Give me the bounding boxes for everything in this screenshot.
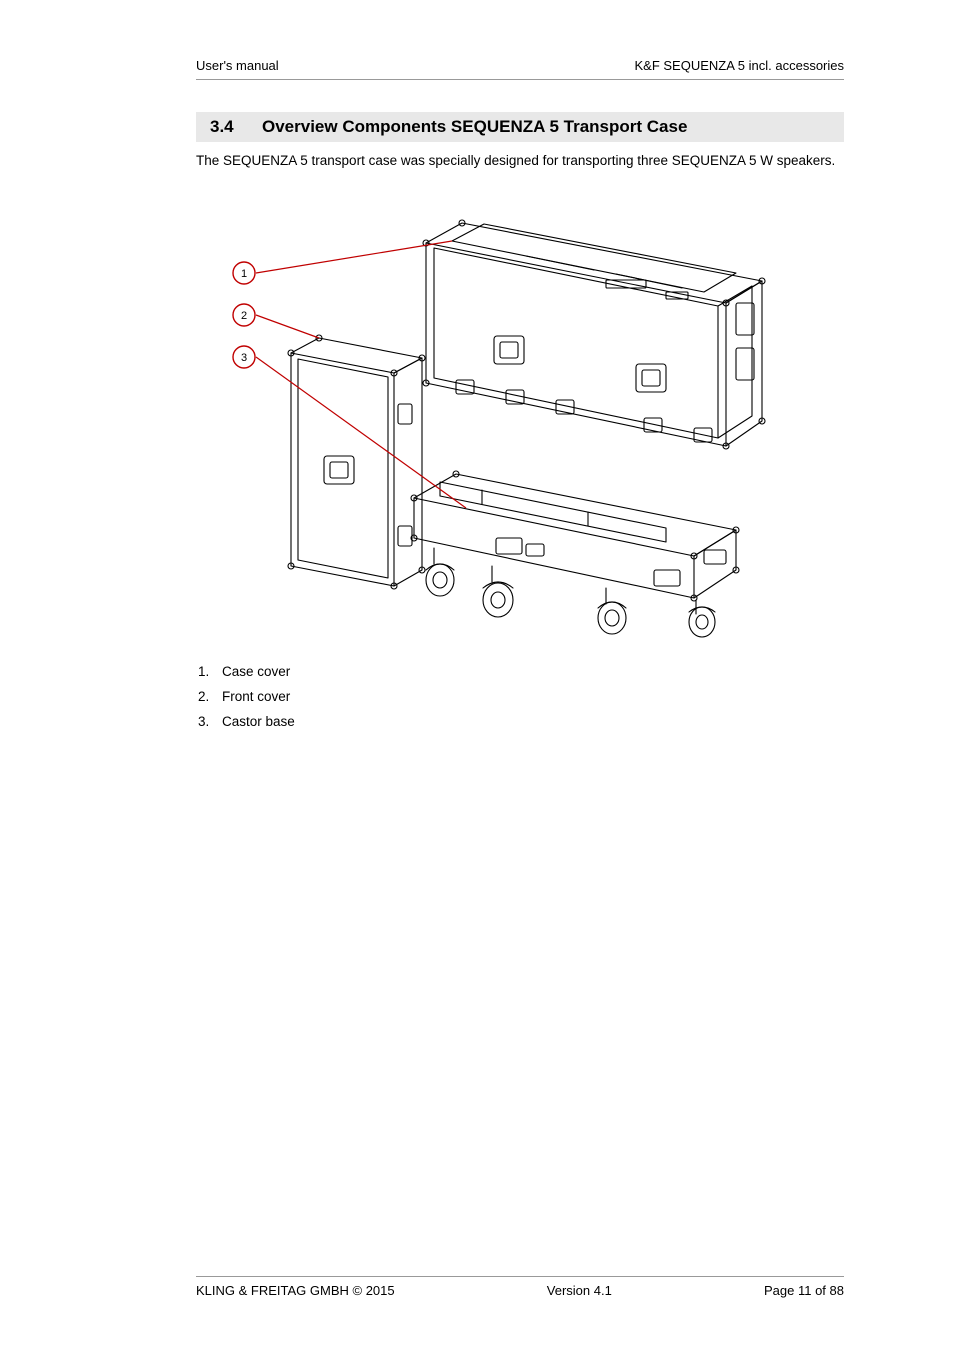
header: User's manual K&F SEQUENZA 5 incl. acces… xyxy=(196,58,844,73)
legend-number: 2. xyxy=(196,689,222,704)
header-right: K&F SEQUENZA 5 incl. accessories xyxy=(634,58,844,73)
legend-number: 3. xyxy=(196,714,222,729)
svg-text:1: 1 xyxy=(241,268,247,280)
section-number: 3.4 xyxy=(204,117,262,137)
transport-case-diagram: 1 2 3 xyxy=(196,208,776,638)
legend-number: 1. xyxy=(196,664,222,679)
section-heading: 3.4 Overview Components SEQUENZA 5 Trans… xyxy=(196,112,844,142)
footer: KLING & FREITAG GMBH © 2015 Version 4.1 … xyxy=(196,1276,844,1298)
svg-text:3: 3 xyxy=(241,352,247,364)
header-left: User's manual xyxy=(196,58,279,73)
page: User's manual K&F SEQUENZA 5 incl. acces… xyxy=(0,0,954,1350)
svg-text:2: 2 xyxy=(241,310,247,322)
legend-text: Castor base xyxy=(222,714,295,729)
list-item: 1. Case cover xyxy=(196,664,844,679)
footer-center: Version 4.1 xyxy=(547,1283,612,1298)
diagram: 1 2 3 xyxy=(196,208,776,638)
intro-text: The SEQUENZA 5 transport case was specia… xyxy=(196,152,844,170)
list-item: 3. Castor base xyxy=(196,714,844,729)
footer-rule xyxy=(196,1276,844,1277)
footer-right: Page 11 of 88 xyxy=(764,1283,844,1298)
footer-left: KLING & FREITAG GMBH © 2015 xyxy=(196,1283,395,1298)
legend-list: 1. Case cover 2. Front cover 3. Castor b… xyxy=(196,664,844,729)
list-item: 2. Front cover xyxy=(196,689,844,704)
legend-text: Case cover xyxy=(222,664,290,679)
section-title: Overview Components SEQUENZA 5 Transport… xyxy=(262,117,687,137)
header-rule xyxy=(196,79,844,80)
legend-text: Front cover xyxy=(222,689,290,704)
